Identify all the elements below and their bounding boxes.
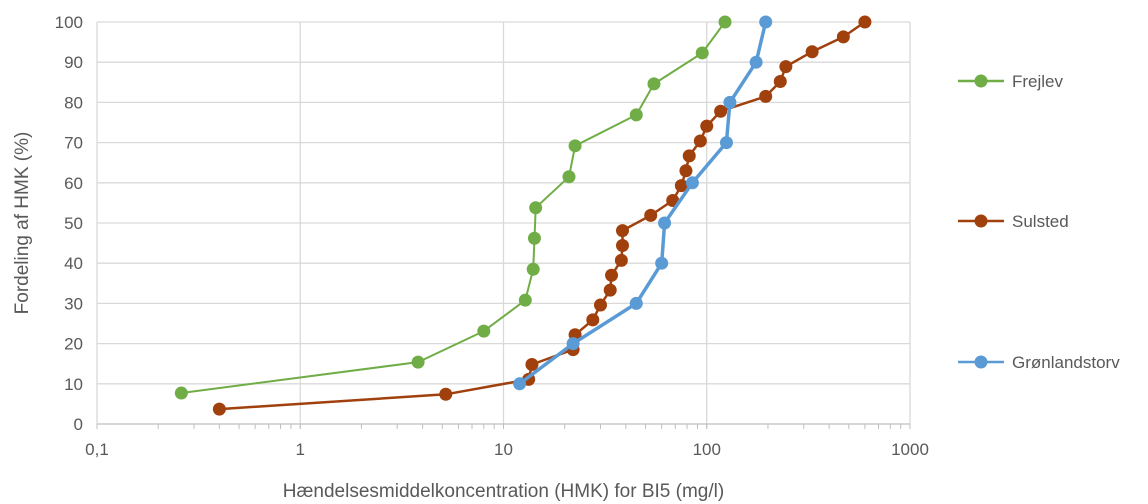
legend-item-frejlev: Frejlev [958,72,1064,91]
data-point-sulsted [714,104,728,118]
y-tick-label: 80 [64,93,83,112]
x-tick-label: 1 [296,440,305,459]
data-point-sulsted [693,134,707,148]
data-point-frejlev [562,170,576,184]
data-point-sulsted [674,179,688,193]
y-tick-label: 90 [64,53,83,72]
x-tick-label: 100 [693,440,721,459]
data-point-frejlev [527,231,541,245]
data-point-sulsted [439,387,453,401]
y-tick-label: 100 [55,13,83,32]
data-point-sulsted [615,224,629,238]
data-point-gr-nlandstorv [629,296,643,310]
axes: 0 10 20 30 40 50 60 70 80 90 100 0,1 1 10 100 1000 [55,13,929,459]
data-point-sulsted [603,283,617,297]
y-tick-label: 60 [64,174,83,193]
data-point-sulsted [586,313,600,327]
data-point-frejlev [647,77,661,91]
legend-label: Grønlandstorv [1012,353,1120,372]
y-tick-label: 40 [64,254,83,273]
series-line-frejlev [181,21,726,394]
data-point-gr-nlandstorv [658,216,672,230]
legend-marker [974,355,988,369]
data-point-frejlev [629,108,643,122]
y-tick-label: 50 [64,214,83,233]
data-point-frejlev [718,15,732,29]
data-point-frejlev [477,324,491,338]
legend-label: Frejlev [1012,72,1064,91]
data-point-frejlev [529,201,543,215]
data-point-gr-nlandstorv [566,337,580,351]
data-point-sulsted [836,30,850,44]
data-point-gr-nlandstorv [723,95,737,109]
y-tick-label: 0 [74,415,83,434]
data-point-gr-nlandstorv [749,55,763,69]
y-tick-label: 10 [64,375,83,394]
legend-item-gr-nlandstorv: Grønlandstorv [958,353,1120,372]
data-point-gr-nlandstorv [513,377,527,391]
data-point-gr-nlandstorv [655,256,669,270]
y-tick-label: 70 [64,134,83,153]
legend-marker [974,74,988,88]
data-point-sulsted [614,253,628,267]
x-tick-label: 10 [494,440,513,459]
series-line-sulsted [219,20,866,411]
legend: Frejlev Sulsted Grønlandstorv [958,72,1120,372]
data-point-sulsted [212,402,226,416]
data-point-sulsted [805,45,819,59]
data-point-frejlev [518,293,532,307]
data-point-frejlev [411,355,425,369]
data-point-sulsted [593,298,607,312]
y-axis-title: Fordeling af HMK (%) [12,132,33,315]
data-point-sulsted [615,239,629,253]
data-point-sulsted [779,60,793,74]
y-tick-label: 20 [64,335,83,354]
legend-marker [974,214,988,228]
series-line-gr-nlandstorv [518,21,768,386]
data-point-sulsted [644,208,658,222]
x-axis-title: Hændelsesmiddelkoncentration (HMK) for B… [283,481,724,502]
x-tick-label: 1000 [891,440,929,459]
data-point-sulsted [605,268,619,282]
data-point-frejlev [568,139,582,153]
data-point-frejlev [174,386,188,400]
data-point-sulsted [759,89,773,103]
data-point-sulsted [525,358,539,372]
y-tick-label: 30 [64,294,83,313]
data-point-sulsted [679,164,693,178]
series-layer [174,15,872,416]
data-point-sulsted [700,119,714,133]
legend-label: Sulsted [1012,212,1069,231]
x-tick-label: 0,1 [85,440,109,459]
gridlines [96,21,911,424]
data-point-sulsted [858,15,872,29]
data-point-sulsted [773,74,787,88]
data-point-gr-nlandstorv [719,136,733,150]
data-point-gr-nlandstorv [759,15,773,29]
legend-item-sulsted: Sulsted [958,212,1069,231]
data-point-gr-nlandstorv [685,176,699,190]
data-point-frejlev [695,46,709,60]
data-point-frejlev [526,262,540,276]
data-point-sulsted [682,149,696,163]
